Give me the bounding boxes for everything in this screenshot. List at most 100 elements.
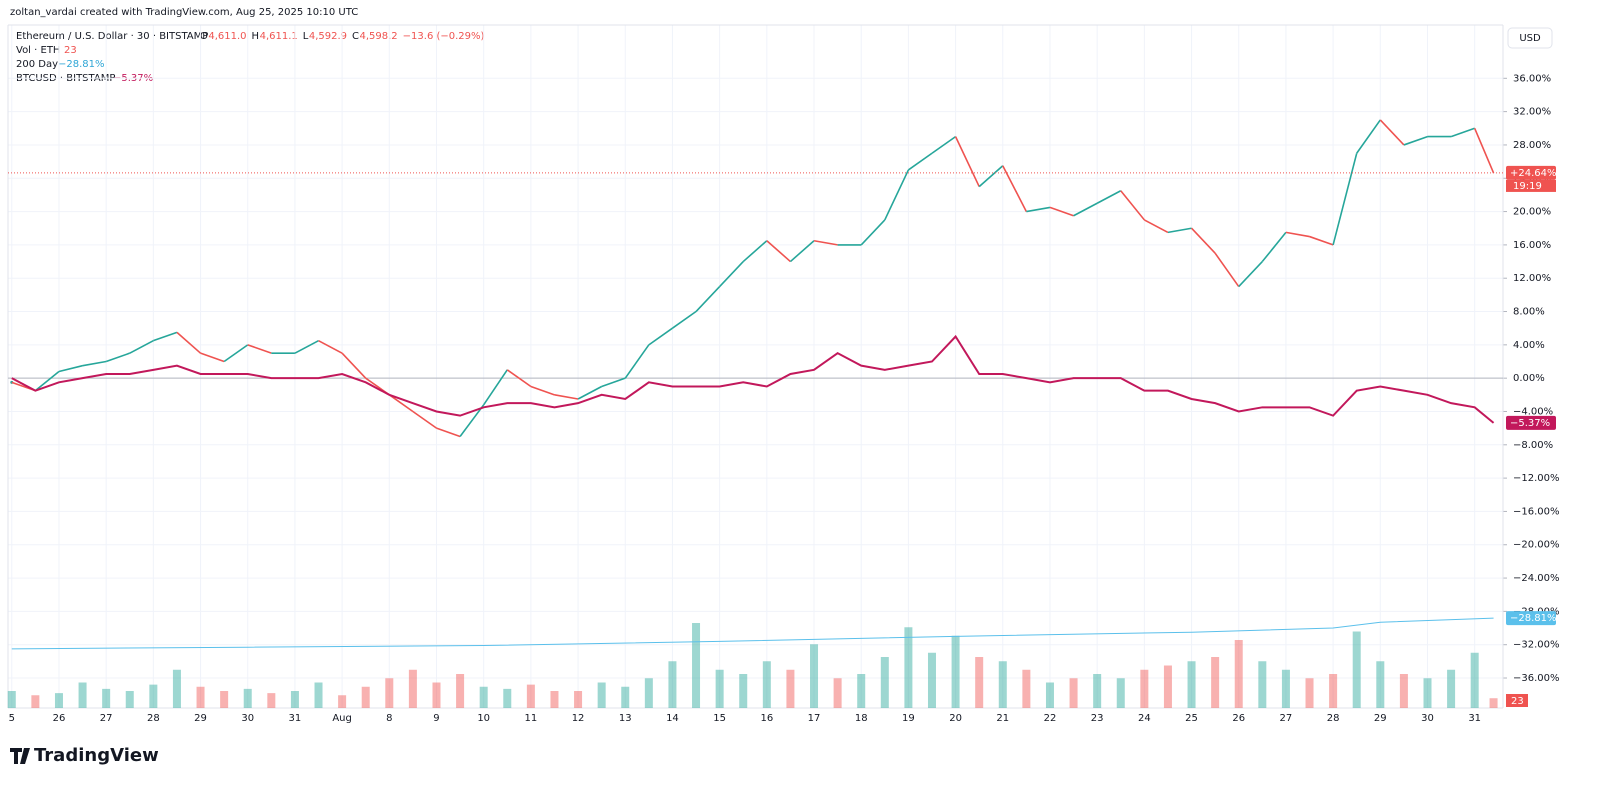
x-tick-label: 23: [1091, 713, 1104, 724]
y-tick-label: 0.00%: [1513, 373, 1545, 384]
x-tick-label: 20: [949, 713, 962, 724]
price-segment: [789, 240, 815, 263]
price-segment: [82, 360, 107, 367]
x-tick-label: 15: [713, 713, 726, 724]
price-segment: [1214, 252, 1240, 288]
x-tick-label: 29: [1374, 713, 1387, 724]
volume-bar: [739, 674, 748, 708]
volume-bar: [668, 661, 677, 708]
ohlc-value: 4,598.2: [359, 31, 397, 42]
volume-bar: [149, 684, 158, 708]
price-segment: [1238, 261, 1263, 288]
price-segment: [247, 344, 272, 354]
legend-ma[interactable]: 200 Day: [16, 59, 58, 70]
ohlc-value: 4,611.0: [208, 31, 246, 42]
ohlc-key: L: [303, 31, 309, 42]
price-segment: [577, 385, 603, 400]
price-segment: [624, 344, 650, 379]
price-segment: [813, 239, 838, 246]
volume-bar: [267, 693, 276, 708]
x-tick-label: 17: [808, 713, 821, 724]
volume-bar: [1211, 657, 1220, 708]
currency-button[interactable]: [1507, 27, 1553, 49]
y-tick-label: 16.00%: [1513, 240, 1551, 251]
price-segment: [978, 165, 1004, 188]
logo-icon: [10, 748, 30, 764]
price-segment: [719, 261, 744, 288]
volume-bar: [220, 691, 229, 708]
price-segment: [412, 410, 437, 429]
y-tick-label: 36.00%: [1513, 73, 1551, 84]
price-segment: [530, 385, 555, 396]
volume-bar: [1140, 669, 1149, 708]
volume-badge-label: 23: [1511, 696, 1524, 707]
price-badge-label: −5.37%: [1510, 418, 1550, 429]
price-segment: [954, 136, 980, 187]
volume-bar: [621, 686, 630, 708]
volume-bar: [904, 627, 913, 708]
x-tick-label: 19: [902, 713, 915, 724]
price-segment: [1049, 206, 1074, 217]
x-tick-label: 21: [996, 713, 1009, 724]
volume-bar: [172, 669, 181, 708]
y-tick-label: −32.00%: [1513, 640, 1560, 651]
price-segment: [388, 394, 414, 413]
volume-bar: [1045, 682, 1054, 708]
price-segment: [1261, 231, 1287, 263]
price-badge: [1506, 611, 1556, 626]
currency[interactable]: USD: [1519, 33, 1541, 44]
ohlc-key: O: [200, 31, 208, 42]
x-tick-label: 30: [1421, 713, 1434, 724]
x-tick-label: 26: [1232, 713, 1245, 724]
volume-bar: [1187, 661, 1196, 708]
legend-volume[interactable]: Vol · ETH: [16, 45, 60, 56]
volume-badge: [1506, 694, 1528, 707]
x-tick-label: 30: [241, 713, 254, 724]
volume-bar: [810, 644, 819, 708]
volume-bar: [715, 669, 724, 708]
volume-bar: [644, 678, 653, 708]
ohlc-key: H: [252, 31, 260, 42]
x-tick-label: 13: [619, 713, 632, 724]
volume-bar: [786, 669, 795, 708]
x-tick-label: 27: [100, 713, 113, 724]
price-segment: [1026, 206, 1051, 213]
volume-bar: [1022, 669, 1031, 708]
x-tick-label: 28: [147, 713, 160, 724]
volume-bar: [54, 693, 63, 708]
volume-bar: [951, 635, 960, 708]
volume-bar: [290, 691, 299, 708]
volume-bar: [1281, 669, 1290, 708]
y-tick-label: 32.00%: [1513, 107, 1551, 118]
y-tick-label: −36.00%: [1513, 673, 1560, 684]
volume-bar: [432, 682, 441, 708]
price-segment: [884, 169, 910, 221]
volume-bar: [361, 686, 370, 708]
logo[interactable]: TradingView: [34, 745, 159, 766]
y-tick-label: −12.00%: [1513, 473, 1560, 484]
volume-bar: [125, 691, 134, 708]
y-tick-label: −20.00%: [1513, 540, 1560, 551]
volume-bar: [1163, 665, 1172, 708]
ohlc: O 4,611.0 H 4,611.1 L 4,592.9 C 4,598.2 −13.6 (−…: [200, 31, 485, 42]
credit: zoltan_vardai created with TradingView.c…: [10, 7, 358, 18]
volume-bar: [574, 691, 583, 708]
price-segment: [601, 377, 626, 388]
ohlc-value: −13.6 (−0.29%): [403, 31, 485, 42]
price-segment: [483, 369, 508, 406]
price-segment: [695, 285, 721, 313]
countdown: 19:19: [1513, 181, 1542, 192]
y-tick-label: −16.00%: [1513, 506, 1560, 517]
price-segment: [459, 404, 485, 437]
legend-volume-value: 23: [64, 45, 77, 56]
ohlc-key: C: [352, 31, 359, 42]
legend-symbol[interactable]: Ethereum / U.S. Dollar · 30 · BITSTAMP: [16, 31, 208, 42]
volume-bar: [338, 695, 347, 708]
price-segment: [294, 339, 319, 354]
x-tick-label: 12: [572, 713, 585, 724]
price-segment: [341, 352, 367, 379]
x-tick-label: 27: [1280, 713, 1293, 724]
y-tick-label: 28.00%: [1513, 140, 1551, 151]
price-badge-label: −28.81%: [1510, 613, 1557, 624]
x-tick-label: 22: [1044, 713, 1057, 724]
